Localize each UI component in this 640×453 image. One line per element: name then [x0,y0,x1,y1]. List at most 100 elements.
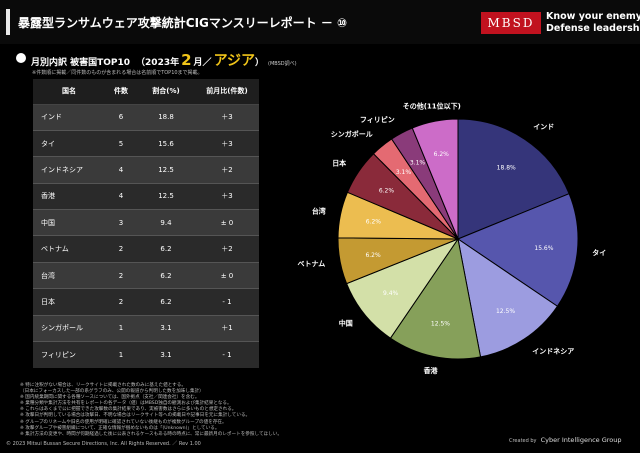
section-subtitle: 月別内訳 被害国TOP10 （2023年 2 月／ アジア ） (MBSD調べ) [16,50,297,69]
table-caption: ※件数順に掲載／同件数のものが含まれる場合は名前順でTOP10まで掲載。 [32,70,203,76]
row-percent: 18.8 [137,103,195,131]
row-count: 1 [105,341,137,368]
row-change: ＋2 [195,156,259,184]
tagline-line2: Defense leadership. [546,23,640,34]
row-percent: 9.4 [137,209,195,236]
table-row: ベトナム 2 6.2 ＋2 [33,235,259,263]
footnote-line: ※ 集計方法の変更や、時間が何期経過した後に公表されるケースもある時の時点に、常… [20,431,282,437]
row-change: ＋3 [195,129,259,157]
pie-slice [457,237,559,358]
slice-category-label: 台湾 [312,207,326,216]
top10-table: 国名 件数 割合(%) 前月比(件数) インド 6 18.8 ＋3 タイ 5 1… [33,79,259,368]
row-count: 5 [105,129,137,157]
footnote-line: ※ 特に注釈がない場合は、リークサイトに掲載された数のみに基えた値とする。 [20,383,186,388]
slice-percent-label: 18.8% [497,164,516,171]
subtitle-month: 2 [181,51,192,69]
slice-percent-label: 3.1% [410,160,426,167]
header-change: 前月比(件数) [195,79,259,105]
slice-category-label: ベトナム [298,260,326,268]
created-by: Created by [509,438,537,444]
row-change: ＋1 [195,314,259,342]
row-percent: 6.2 [137,235,195,263]
slice-category-label: インドネシア [532,348,574,356]
tagline: Know your enemy. Defense leadership. [546,11,640,35]
table-row: シンガポール 1 3.1 ＋1 [33,314,259,342]
row-country: ベトナム [33,235,105,263]
slice-category-label: その他(11位以下) [403,102,461,111]
table-row: 台湾 2 6.2 ± 0 [33,261,259,289]
row-change: ＋3 [195,182,259,210]
slice-category-label: インド [533,123,554,131]
footnote-line: ※ グループのリネームや旧名の使用が明確に確認されていない後継ものが複数グループ… [20,419,227,425]
row-change: ± 0 [195,209,259,236]
header-count: 件数 [105,79,137,105]
slice-category-label: シンガポール [331,129,373,138]
footnote-line: ※ これらはあくまで公に把握できた攻撃数の集計結果であり、実被害数はさらに多いも… [20,407,237,413]
pie-slice [457,118,570,240]
row-count: 2 [105,288,137,316]
row-change: - 1 [195,341,259,368]
row-change: ＋3 [195,103,259,131]
footnotes: ※ 特に注釈がない場合は、リークサイトに掲載された数のみに基えた値とする。 （日本… [20,383,282,438]
slice-category-label: 中国 [339,319,353,328]
copyright: © 2023 Mitsui Bussan Secure Directions, … [6,441,201,447]
row-percent: 15.6 [137,129,195,157]
tagline-line1: Know your enemy. [546,11,640,22]
footnote-line: ※ 国内統業期間に関する各種ソースについては、国外拠点（支社／関連会社）を含む。 [20,395,200,401]
footnote-line: ※ 攻撃グループや被害組織について、正確な情報が掴めないものは「(Unknown… [20,425,220,431]
slice-percent-label: 6.2% [434,151,450,158]
title-accent-bar [6,9,10,35]
table-row: タイ 5 15.6 ＋3 [33,129,259,157]
logo-text: MBSD [487,16,535,30]
subtitle-main: 月別内訳 被害国TOP10 [31,58,131,68]
row-country: シンガポール [33,314,105,342]
table-row: フィリピン 1 3.1 - 1 [33,341,259,368]
slice-percent-label: 6.2% [365,252,381,259]
pie-slice [389,237,482,360]
table-row: 中国 3 9.4 ± 0 [33,209,259,236]
footnote-line: ※ 攻撃日が判明している場合は攻撃日、不明な場合はリークサイト等への掲載日や記事… [20,413,251,419]
slice-category-label: タイ [592,248,606,257]
row-country: インドネシア [33,156,105,184]
row-change: - 1 [195,288,259,316]
cig-group-name: Cyber Intelligence Group [540,436,622,444]
row-percent: 3.1 [137,341,195,368]
subtitle-unit: 月／ [193,58,212,68]
cig-credit: Created by Cyber Intelligence Group [509,436,622,444]
slice-percent-label: 6.2% [366,218,382,225]
mbsd-logo: MBSD [481,12,541,34]
row-percent: 6.2 [137,288,195,316]
slice-percent-label: 6.2% [379,188,395,195]
pie-slice [411,118,459,240]
slice-percent-label: 15.6% [534,245,553,252]
table-row: 香港 4 12.5 ＋3 [33,182,259,210]
row-country: 台湾 [33,261,105,289]
subtitle-region: アジア [213,53,256,69]
table-row: インドネシア 4 12.5 ＋2 [33,156,259,184]
row-percent: 6.2 [137,261,195,289]
slice-category-label: 日本 [332,158,346,167]
row-country: 日本 [33,288,105,316]
table-row: インド 6 18.8 ＋3 [33,103,259,131]
footnote-line: ※ 業種分類や集計方法を共有をレポートの各データ（値）はMBSD独自の観測および… [20,401,232,407]
subtitle-year: （2023年 [136,58,180,68]
row-country: 香港 [33,182,105,210]
row-count: 2 [105,235,137,263]
subtitle-note: (MBSD調べ) [268,61,297,67]
slice-percent-label: 12.5% [431,321,450,328]
header-percent: 割合(%) [137,79,195,105]
row-change: ± 0 [195,261,259,289]
slice-percent-label: 12.5% [496,308,515,315]
page-title: 暴露型ランサムウェア攻撃統計CIGマンスリーレポート － ⑩ [18,16,348,30]
row-country: タイ [33,129,105,157]
table-header-row: 国名 件数 割合(%) 前月比(件数) [33,79,259,105]
subtitle-close: ） [255,58,265,68]
row-change: ＋2 [195,235,259,263]
slice-category-label: 香港 [423,366,439,375]
row-count: 2 [105,261,137,289]
slice-category-label: フィリピン [360,115,395,124]
row-country: 中国 [33,209,105,236]
row-count: 6 [105,103,137,131]
slice-percent-label: 9.4% [383,290,399,297]
